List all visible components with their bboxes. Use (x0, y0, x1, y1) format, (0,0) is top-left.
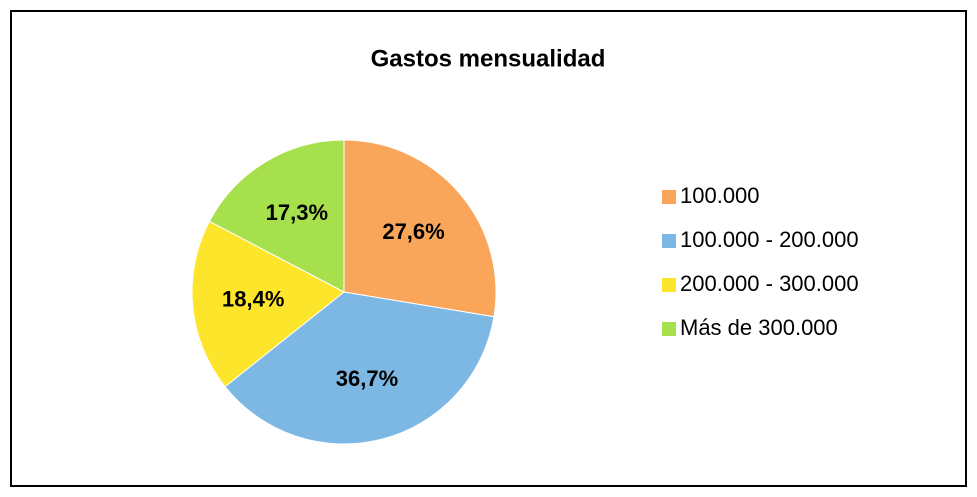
data-label: 18,4% (222, 286, 284, 311)
legend-label: 100.000 - 200.000 (680, 227, 859, 252)
legend-label: Más de 300.000 (680, 315, 838, 340)
pie-slice (224, 291, 495, 445)
chart-title: Gastos mensualidad (371, 45, 606, 72)
data-label: 17,3% (266, 200, 328, 225)
legend-label: 100.000 (680, 183, 760, 208)
legend-swatch (662, 234, 676, 248)
legend-swatch (662, 190, 676, 204)
legend-swatch (662, 322, 676, 336)
legend-label: 200.000 - 300.000 (680, 271, 859, 296)
pie-slice (208, 139, 345, 293)
legend-swatch (662, 278, 676, 292)
data-label: 36,7% (336, 366, 398, 391)
data-label: 27,6% (382, 219, 444, 244)
pie-slice (343, 139, 497, 318)
pie-slice (191, 220, 345, 388)
